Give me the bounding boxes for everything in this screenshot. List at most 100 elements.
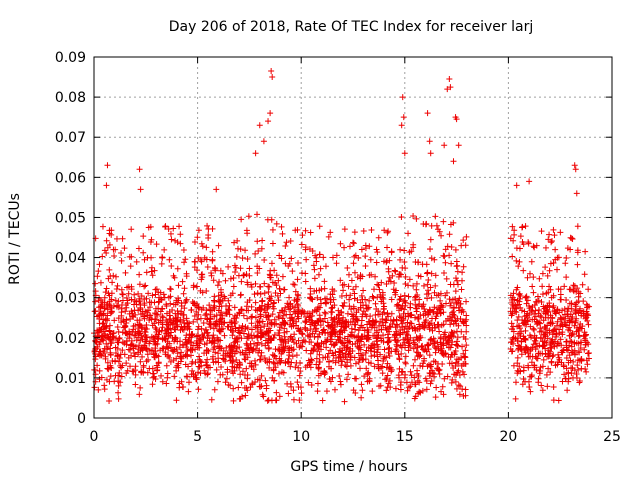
data-point — [176, 384, 183, 391]
data-point — [309, 330, 316, 337]
data-point — [317, 370, 324, 377]
data-point — [271, 299, 278, 306]
data-point — [248, 360, 255, 367]
data-point — [539, 291, 546, 298]
data-point — [313, 355, 320, 362]
data-point — [122, 269, 129, 276]
data-point — [293, 359, 300, 366]
data-point — [461, 353, 468, 360]
data-point — [346, 296, 353, 303]
data-point — [106, 322, 113, 329]
plot-frame — [93, 56, 613, 419]
data-point — [107, 345, 114, 352]
data-point — [107, 340, 114, 347]
data-point — [573, 190, 580, 197]
data-point — [124, 284, 131, 291]
data-point — [133, 258, 140, 265]
data-point — [149, 381, 156, 388]
data-point — [536, 275, 543, 282]
data-point — [554, 306, 561, 313]
data-point — [428, 222, 435, 229]
data-point — [343, 376, 350, 383]
data-point — [258, 372, 265, 379]
data-point — [524, 274, 531, 281]
data-point — [438, 302, 445, 309]
data-point — [405, 293, 412, 300]
data-point — [179, 342, 186, 349]
data-point — [530, 274, 537, 281]
data-point — [265, 312, 272, 319]
data-point — [433, 222, 440, 229]
data-point — [585, 350, 592, 357]
data-point — [460, 333, 467, 340]
data-point — [401, 374, 408, 381]
data-point — [548, 345, 555, 352]
data-point — [575, 327, 582, 334]
data-point — [455, 142, 462, 149]
data-point — [99, 320, 106, 327]
data-point — [513, 245, 520, 252]
data-point — [265, 288, 272, 295]
data-point — [155, 299, 162, 306]
data-point — [542, 264, 549, 271]
data-point — [303, 256, 310, 263]
data-point — [400, 114, 407, 121]
data-point — [412, 293, 419, 300]
data-point — [119, 347, 126, 354]
data-point — [277, 321, 284, 328]
data-point — [568, 370, 575, 377]
data-point — [280, 286, 287, 293]
data-point — [268, 260, 275, 267]
data-point — [289, 353, 296, 360]
data-point — [141, 302, 148, 309]
data-point — [195, 386, 202, 393]
data-point — [402, 353, 409, 360]
data-point — [341, 281, 348, 288]
data-point — [511, 227, 518, 234]
data-point — [371, 332, 378, 339]
data-point — [326, 358, 333, 365]
data-point — [516, 343, 523, 350]
data-point — [205, 332, 212, 339]
data-point — [183, 315, 190, 322]
data-point — [143, 321, 150, 328]
data-point — [344, 310, 351, 317]
data-point — [146, 337, 153, 344]
data-point — [569, 330, 576, 337]
data-point — [549, 304, 556, 311]
data-point — [103, 237, 110, 244]
data-point — [118, 309, 125, 316]
y-tick-label: 0.09 — [55, 50, 86, 66]
data-point — [431, 304, 438, 311]
data-point — [525, 239, 532, 246]
data-point — [321, 278, 328, 285]
data-point — [207, 307, 214, 314]
data-point — [167, 325, 174, 332]
data-point — [151, 267, 158, 274]
data-point — [542, 323, 549, 330]
data-point — [102, 289, 109, 296]
data-point — [287, 333, 294, 340]
data-point — [431, 373, 438, 380]
data-point — [554, 254, 561, 261]
data-point — [295, 364, 302, 371]
data-point — [447, 300, 454, 307]
data-point — [203, 340, 210, 347]
data-point — [459, 306, 466, 313]
data-point — [120, 318, 127, 325]
data-point — [344, 265, 351, 272]
data-point — [417, 311, 424, 318]
data-point — [258, 349, 265, 356]
data-point — [261, 290, 268, 297]
data-point — [101, 386, 108, 393]
data-point — [550, 226, 557, 233]
data-point — [536, 370, 543, 377]
data-point — [174, 350, 181, 357]
data-point — [320, 254, 327, 261]
data-point — [585, 321, 592, 328]
data-point — [302, 227, 309, 234]
data-point — [537, 364, 544, 371]
data-point — [321, 309, 328, 316]
data-point — [276, 285, 283, 292]
data-point — [401, 259, 408, 266]
